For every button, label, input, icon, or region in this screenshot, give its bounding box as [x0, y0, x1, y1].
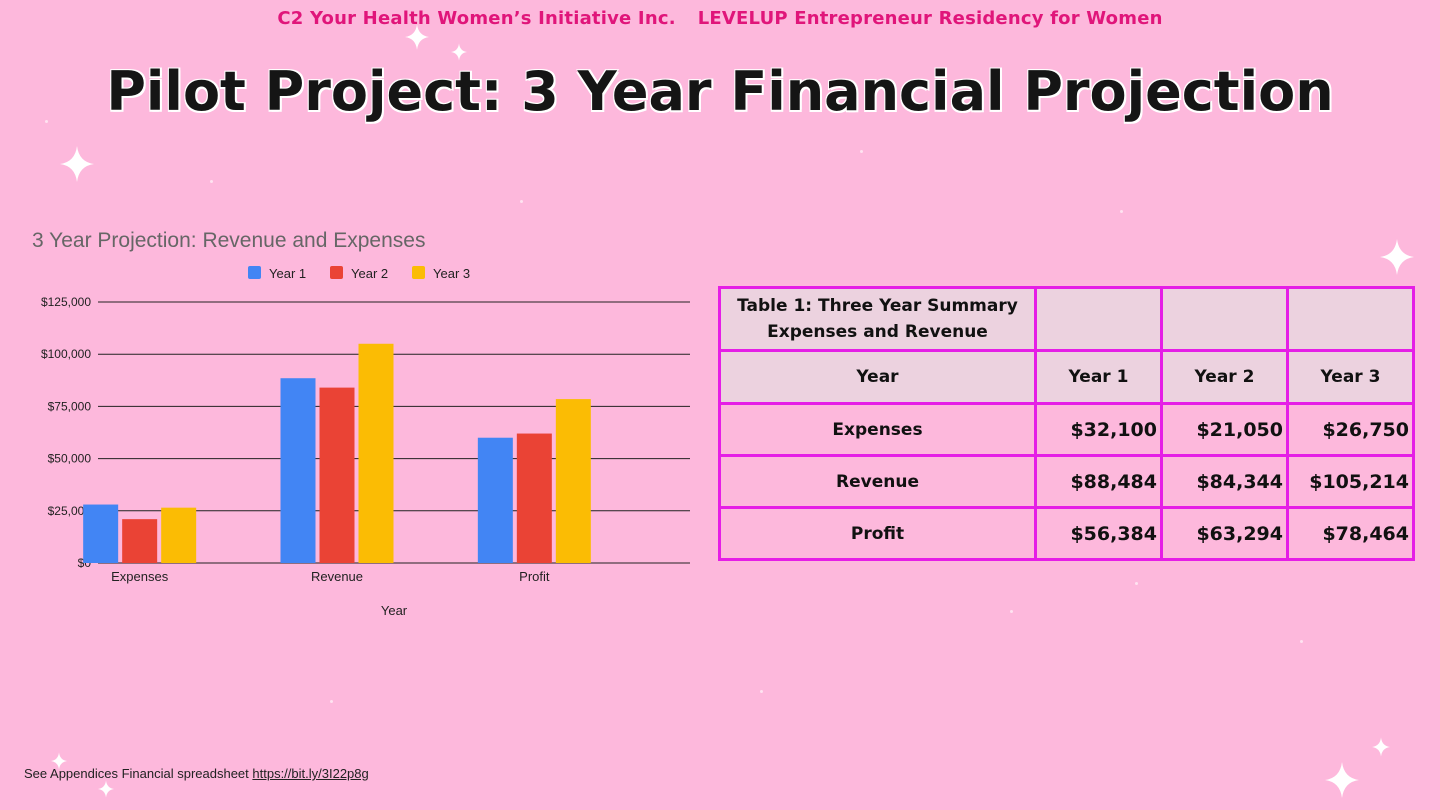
bar — [83, 504, 119, 563]
x-tick-label: Expenses — [111, 569, 169, 584]
table-cell: $56,384 — [1034, 506, 1163, 561]
summary-table: Table 1: Three Year Summary Expenses and… — [718, 286, 1415, 561]
sparkle-icon — [1380, 239, 1414, 275]
table-row: Revenue $88,484 $84,344 $105,214 — [718, 454, 1415, 509]
org-name: C2 Your Health Women’s Initiative Inc. — [277, 8, 676, 29]
org-header: C2 Your Health Women’s Initiative Inc. LE… — [0, 8, 1440, 29]
table-cell: $105,214 — [1286, 454, 1415, 509]
legend-swatch — [248, 266, 261, 279]
y-tick-label: $25,000 — [48, 504, 92, 518]
table-cell: $88,484 — [1034, 454, 1163, 509]
table-row: Expenses $32,100 $21,050 $26,750 — [718, 402, 1415, 457]
table-cell: $63,294 — [1160, 506, 1289, 561]
row-label: Profit — [718, 506, 1037, 561]
table-cell: $84,344 — [1160, 454, 1289, 509]
legend-label: Year 2 — [351, 266, 388, 281]
sparkle-icon — [405, 24, 429, 50]
page-title: Pilot Project: 3 Year Financial Projecti… — [106, 60, 1334, 123]
x-axis-title: Year — [381, 603, 408, 618]
sparkle-icon — [1325, 762, 1359, 798]
bar — [280, 378, 316, 563]
bar — [161, 507, 197, 563]
bar — [516, 433, 552, 563]
table-cell — [1286, 286, 1415, 352]
table-cell — [1160, 286, 1289, 352]
column-header: Year — [718, 349, 1037, 405]
footnote-text: See Appendices Financial spreadsheet — [24, 766, 249, 781]
row-label: Expenses — [718, 402, 1037, 457]
x-tick-label: Profit — [519, 569, 550, 584]
bar-chart: 3 Year Projection: Revenue and Expenses … — [32, 229, 690, 618]
table-cell: $78,464 — [1286, 506, 1415, 561]
table-cell: $21,050 — [1160, 402, 1289, 457]
legend-label: Year 3 — [433, 266, 470, 281]
table-header-row: Year Year 1 Year 2 Year 3 — [718, 349, 1415, 405]
footnote: See Appendices Financial spreadsheet htt… — [24, 766, 369, 781]
table-cell: $26,750 — [1286, 402, 1415, 457]
table-caption-row: Table 1: Three Year Summary Expenses and… — [718, 286, 1415, 352]
x-axis-labels: Expenses Revenue Profit — [111, 569, 550, 584]
sparkle-icon — [60, 146, 94, 182]
y-tick-label: $75,000 — [48, 399, 92, 413]
sparkle-icon — [98, 780, 114, 798]
table-caption: Table 1: Three Year Summary Expenses and… — [718, 286, 1037, 352]
chart-legend: Year 1 Year 2 Year 3 — [248, 266, 470, 281]
legend-label: Year 1 — [269, 266, 306, 281]
x-tick-label: Revenue — [311, 569, 363, 584]
y-tick-label: $50,000 — [48, 452, 92, 466]
bar — [319, 387, 355, 563]
bar — [555, 399, 591, 563]
spreadsheet-link[interactable]: https://bit.ly/3I22p8g — [252, 766, 369, 781]
bar — [477, 437, 513, 563]
legend-swatch — [412, 266, 425, 279]
chart-title: 3 Year Projection: Revenue and Expenses — [32, 229, 425, 252]
table-cell — [1034, 286, 1163, 352]
legend-swatch — [330, 266, 343, 279]
column-header: Year 3 — [1286, 349, 1415, 405]
row-label: Revenue — [718, 454, 1037, 509]
bar — [358, 343, 394, 563]
program-name: LEVELUP Entrepreneur Residency for Women — [697, 8, 1163, 29]
column-header: Year 1 — [1034, 349, 1163, 405]
sparkle-icon — [51, 752, 67, 770]
table-cell: $32,100 — [1034, 402, 1163, 457]
table-row: Profit $56,384 $63,294 $78,464 — [718, 506, 1415, 561]
chart-bars — [83, 343, 591, 563]
y-tick-label: $100,000 — [41, 347, 91, 361]
sparkle-icon — [451, 43, 467, 61]
chart-gridlines: $0$25,000$50,000$75,000$100,000$125,000 — [41, 295, 690, 570]
y-tick-label: $125,000 — [41, 295, 91, 309]
column-header: Year 2 — [1160, 349, 1289, 405]
sparkle-icon — [1372, 737, 1390, 757]
bar — [122, 519, 158, 563]
